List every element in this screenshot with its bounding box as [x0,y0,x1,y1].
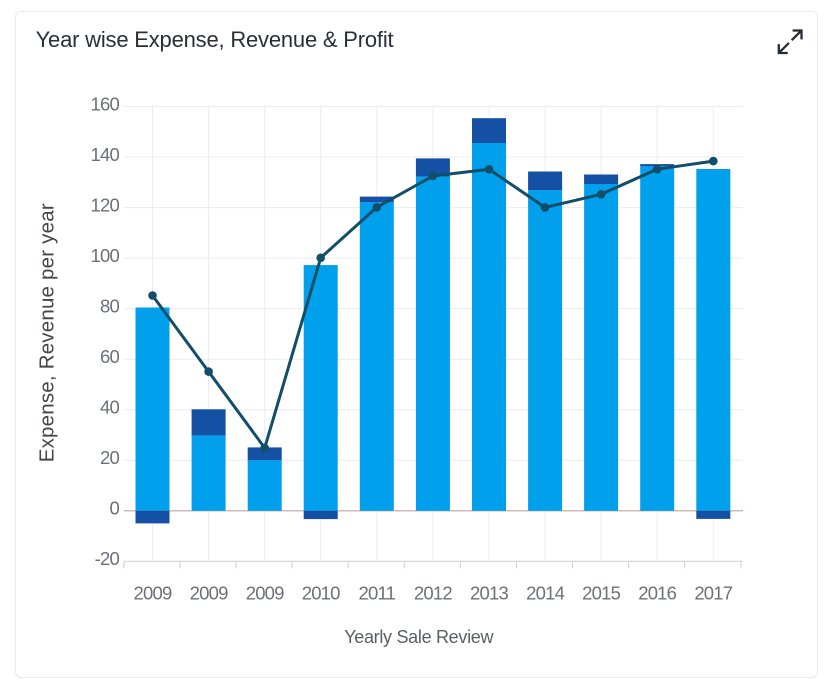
svg-text:2017: 2017 [694,583,732,604]
svg-text:60: 60 [100,346,119,367]
svg-text:2012: 2012 [414,583,452,604]
svg-text:100: 100 [91,245,120,266]
svg-text:2015: 2015 [582,583,620,604]
svg-text:Expense, Revenue per year: Expense, Revenue per year [35,203,58,462]
svg-text:2011: 2011 [359,583,396,604]
svg-text:2009: 2009 [190,583,228,604]
svg-text:120: 120 [91,194,120,215]
svg-text:20: 20 [100,447,119,468]
svg-text:2009: 2009 [134,583,172,604]
svg-text:2009: 2009 [246,583,284,604]
svg-text:-20: -20 [95,548,120,569]
svg-text:0: 0 [110,498,120,519]
svg-text:2014: 2014 [526,583,564,604]
svg-text:140: 140 [91,144,120,165]
svg-text:160: 160 [91,93,120,114]
svg-text:2010: 2010 [302,583,340,604]
svg-text:Yearly Sale Review: Yearly Sale Review [344,627,494,647]
svg-text:2013: 2013 [470,583,508,604]
svg-text:40: 40 [100,397,119,418]
svg-text:80: 80 [100,295,119,316]
svg-text:Year wise Expense, Revenue & P: Year wise Expense, Revenue & Profit [36,27,394,52]
svg-text:2016: 2016 [638,583,676,604]
